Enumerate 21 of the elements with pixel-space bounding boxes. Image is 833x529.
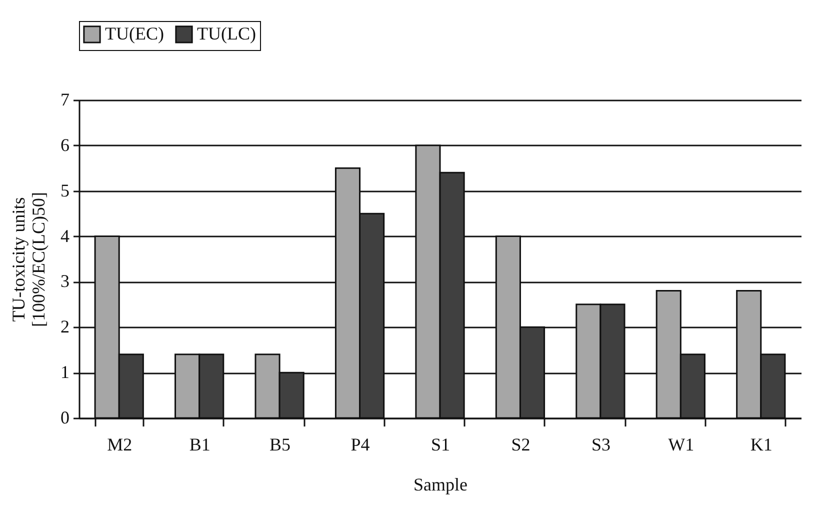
- legend-label: TU(EC): [105, 23, 164, 44]
- x-tick-label: M2: [107, 434, 132, 454]
- x-tick-label: P4: [350, 434, 370, 454]
- legend-label: TU(LC): [197, 23, 256, 44]
- x-tick-label: S1: [430, 434, 450, 454]
- y-tick-label: 4: [60, 226, 70, 246]
- x-tick-label: W1: [668, 434, 694, 454]
- x-tick-label: B5: [270, 434, 291, 454]
- y-tick-label: 2: [60, 316, 70, 337]
- y-tick-label: 7: [60, 90, 70, 110]
- x-tick-label: S2: [511, 434, 530, 454]
- y-tick-label: 5: [60, 180, 70, 200]
- y-axis-title: TU-toxicity units [100%/EC(LC)50]: [8, 192, 48, 327]
- x-tick-label: K1: [750, 434, 772, 454]
- x-tick-label: S3: [591, 434, 610, 454]
- y-tick-label: 1: [60, 362, 70, 382]
- y-tick-label: 6: [60, 134, 70, 155]
- y-tick-label: 0: [60, 408, 70, 428]
- x-tick-label: B1: [189, 434, 210, 454]
- y-tick-label: 3: [60, 271, 70, 292]
- x-axis-title: Sample: [414, 474, 468, 494]
